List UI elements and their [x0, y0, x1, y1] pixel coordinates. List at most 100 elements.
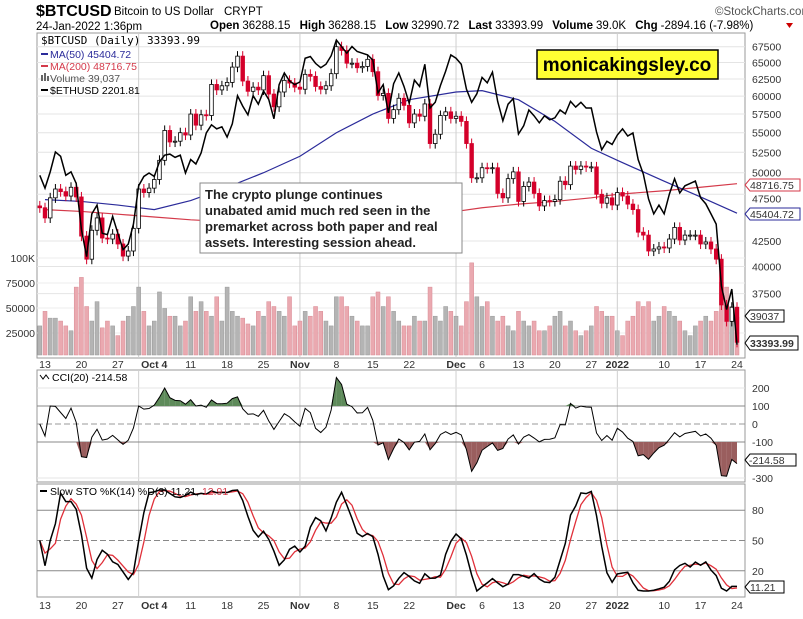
- volume-bar: [298, 321, 302, 355]
- volume-bar: [657, 316, 661, 355]
- volume-bar: [412, 316, 416, 355]
- volume-bar: [569, 321, 573, 355]
- volume-bar: [537, 331, 541, 355]
- volume-bar: [584, 331, 588, 355]
- candle: [241, 56, 245, 81]
- candle: [636, 210, 640, 233]
- volume-bar: [433, 316, 437, 355]
- candle: [610, 198, 614, 205]
- cci-tick-label: 200: [752, 383, 770, 395]
- candle: [142, 189, 146, 193]
- cci-tick-label: -300: [752, 473, 773, 485]
- volume-bar: [90, 321, 94, 355]
- price-tick-label: 40000: [752, 261, 781, 273]
- candle: [428, 104, 432, 144]
- date-tick-label: Oct 4: [141, 359, 167, 371]
- volume-bar: [376, 292, 380, 355]
- candle: [475, 178, 479, 179]
- volume-bar: [59, 321, 63, 355]
- volume-bar: [631, 316, 635, 355]
- stockcharts-watermark[interactable]: ©StockCharts.com: [715, 6, 803, 18]
- candle: [90, 230, 94, 259]
- price-tick-label: 65000: [752, 58, 781, 70]
- candle: [236, 56, 240, 67]
- candle: [652, 249, 656, 251]
- volume-bar: [220, 321, 224, 355]
- candle: [501, 193, 505, 197]
- candle: [662, 247, 666, 248]
- volume-bar: [501, 316, 505, 355]
- volume-bar: [324, 321, 328, 355]
- candle: [329, 74, 333, 86]
- candle: [595, 167, 599, 194]
- candle: [511, 172, 515, 179]
- legend-ma200: MA(200) 48716.75: [50, 61, 137, 73]
- price-tick-label: 52500: [752, 147, 781, 159]
- candle: [433, 134, 437, 143]
- volume-bar: [340, 297, 344, 355]
- volume-bar: [595, 307, 599, 356]
- candle: [303, 74, 307, 89]
- volume-bar: [402, 326, 406, 355]
- sto-legend-text: Slow STO %K(14) %D(3) 11.21, 12.91: [50, 486, 228, 498]
- volume-bar: [334, 297, 338, 355]
- volume-bar: [215, 297, 219, 355]
- volume-bar: [615, 331, 619, 355]
- annotation-line: The crypto plunge continues: [205, 187, 383, 202]
- volume-bar: [314, 307, 318, 356]
- cci-fill: [721, 442, 726, 476]
- date-tick-label: 8: [333, 359, 339, 371]
- volume-bar: [667, 311, 671, 355]
- volume-bar: [267, 302, 271, 355]
- legend-ma50: MA(50) 45404.72: [50, 49, 131, 61]
- volume-bar: [230, 311, 234, 355]
- candle: [704, 242, 708, 244]
- volume-bar: [204, 311, 208, 355]
- volume-bar: [470, 263, 474, 355]
- volume-bar: [85, 307, 89, 356]
- date-tick-label: 20: [549, 359, 561, 371]
- down-arrow-icon: [786, 23, 793, 28]
- sto-tag-text: 11.21: [750, 582, 776, 594]
- candle: [215, 84, 219, 89]
- volume-bar: [662, 307, 666, 356]
- volume-tick-label: 25000: [6, 328, 35, 340]
- volume-bar: [95, 302, 99, 355]
- candle: [574, 166, 578, 169]
- candle: [246, 81, 250, 91]
- volume-bar: [137, 287, 141, 355]
- candle: [678, 227, 682, 240]
- candle: [173, 141, 177, 142]
- volume-tick-label: 50000: [6, 303, 35, 315]
- volume-bar: [142, 311, 146, 355]
- candle: [43, 208, 47, 218]
- volume-bar: [64, 326, 68, 355]
- volume-bar: [454, 316, 458, 355]
- volume-bar: [532, 321, 536, 355]
- annotation-line: assets. Interesting session ahead.: [205, 235, 416, 250]
- cci-fill: [175, 400, 180, 406]
- cci-fill: [81, 442, 86, 458]
- candle: [668, 239, 672, 248]
- volume-bar: [371, 297, 375, 355]
- volume-bar: [74, 287, 78, 355]
- price-tick-label: 50000: [752, 168, 781, 180]
- volume-bar: [194, 311, 198, 355]
- date-tick-label: 18: [221, 600, 233, 612]
- price-tick-label: 67500: [752, 42, 781, 54]
- volume-bar: [480, 307, 484, 356]
- candle: [126, 251, 130, 256]
- ma200-tag-text: 48716.75: [750, 180, 794, 192]
- price-tick-label: 47500: [752, 193, 781, 205]
- last-price-tag-text: 33393.99: [750, 338, 794, 350]
- legend-price: $BTCUSD (Daily) 33393.99: [41, 34, 200, 47]
- candle: [314, 76, 318, 86]
- candle: [600, 194, 604, 203]
- date-tick-label: 22: [403, 359, 415, 371]
- date-tick-label: 20: [549, 600, 561, 612]
- candle: [548, 201, 552, 202]
- date-tick-label: 13: [39, 600, 51, 612]
- candle: [413, 114, 417, 123]
- candle: [558, 181, 562, 199]
- cci-legend-text: CCI(20) -214.58: [52, 372, 127, 384]
